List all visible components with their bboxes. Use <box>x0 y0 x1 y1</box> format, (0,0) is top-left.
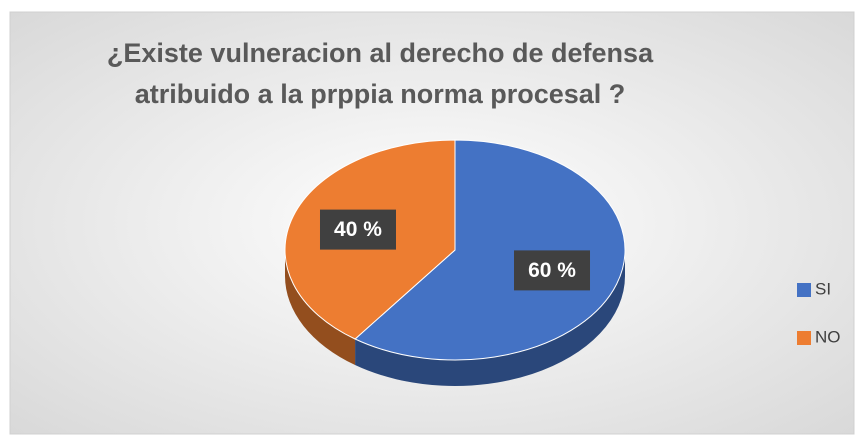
pie-slice <box>354 139 626 361</box>
title-line: ¿Existe vulneracion al derecho de defens… <box>107 38 654 68</box>
legend-swatch <box>797 331 811 345</box>
data-label: 40 % <box>334 218 382 241</box>
chart-title: ¿Existe vulneracion al derecho de defens… <box>107 38 654 109</box>
legend-label: NO <box>815 327 841 346</box>
data-label: 60 % <box>528 259 576 282</box>
legend-label: SI <box>815 279 831 298</box>
data-label-box <box>514 250 591 291</box>
pie-side <box>355 250 625 387</box>
pie-side <box>285 250 356 365</box>
title-line: atribuido a la prppia norma procesal ? <box>135 79 626 109</box>
legend-swatch <box>797 283 811 297</box>
data-label-box <box>319 209 396 250</box>
